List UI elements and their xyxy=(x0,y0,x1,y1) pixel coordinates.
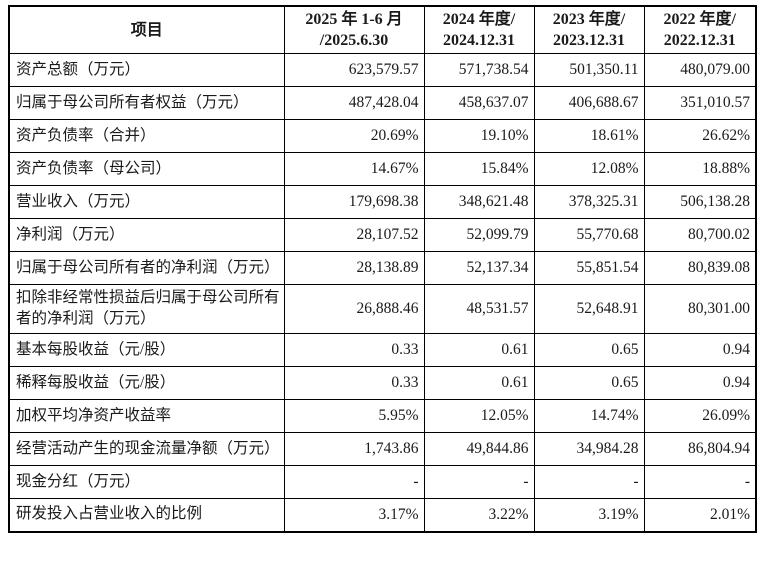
row-label: 现金分红（万元） xyxy=(8,465,285,500)
cell-value: 26.62% xyxy=(643,119,757,154)
row-label: 扣除非经常性损益后归属于母公司所有者的净利润（万元） xyxy=(8,284,285,335)
cell-value: 3.19% xyxy=(533,498,645,533)
cell-value: 0.61 xyxy=(423,366,535,401)
cell-value: 80,301.00 xyxy=(643,284,757,335)
cell-value: 0.94 xyxy=(643,366,757,401)
row-label: 基本每股收益（元/股） xyxy=(8,333,285,368)
table-row: 稀释每股收益（元/股） 0.33 0.61 0.65 0.94 xyxy=(8,366,757,401)
row-label: 归属于母公司所有者的净利润（万元） xyxy=(8,251,285,286)
row-label: 研发投入占营业收入的比例 xyxy=(8,498,285,533)
cell-value: 26,888.46 xyxy=(283,284,425,335)
cell-value: 20.69% xyxy=(283,119,425,154)
table-row: 资产负债率（母公司） 14.67% 15.84% 12.08% 18.88% xyxy=(8,152,757,187)
cell-value: 501,350.11 xyxy=(533,53,645,88)
cell-value: 351,010.57 xyxy=(643,86,757,121)
cell-value: 55,770.68 xyxy=(533,218,645,253)
cell-value: 86,804.94 xyxy=(643,432,757,467)
cell-value: 52,099.79 xyxy=(423,218,535,253)
table-row: 净利润（万元） 28,107.52 52,099.79 55,770.68 80,700… xyxy=(8,218,757,253)
row-label: 稀释每股收益（元/股） xyxy=(8,366,285,401)
cell-value: - xyxy=(283,465,425,500)
cell-value: 55,851.54 xyxy=(533,251,645,286)
cell-value: 26.09% xyxy=(643,399,757,434)
cell-value: 14.74% xyxy=(533,399,645,434)
cell-value: 28,138.89 xyxy=(283,251,425,286)
cell-value: 34,984.28 xyxy=(533,432,645,467)
cell-value: 1,743.86 xyxy=(283,432,425,467)
table-body: 资产总额（万元） 623,579.57 571,738.54 501,350.11 48… xyxy=(8,53,757,533)
cell-value: - xyxy=(643,465,757,500)
cell-value: 487,428.04 xyxy=(283,86,425,121)
cell-value: 80,700.02 xyxy=(643,218,757,253)
row-label: 加权平均净资产收益率 xyxy=(8,399,285,434)
header-period-column: 2024 年度/ 2024.12.31 xyxy=(423,5,535,55)
cell-value: 18.88% xyxy=(643,152,757,187)
table-row: 营业收入（万元） 179,698.38 348,621.48 378,325.31 50… xyxy=(8,185,757,220)
header-item-column: 项目 xyxy=(8,5,285,55)
header-period-column: 2022 年度/ 2022.12.31 xyxy=(643,5,757,55)
header-period-column: 2023 年度/ 2023.12.31 xyxy=(533,5,645,55)
table-row: 资产负债率（合并） 20.69% 19.10% 18.61% 26.62% xyxy=(8,119,757,154)
cell-value: 28,107.52 xyxy=(283,218,425,253)
cell-value: 52,137.34 xyxy=(423,251,535,286)
cell-value: 458,637.07 xyxy=(423,86,535,121)
cell-value: 0.33 xyxy=(283,366,425,401)
table-row: 研发投入占营业收入的比例 3.17% 3.22% 3.19% 2.01% xyxy=(8,498,757,533)
row-label: 经营活动产生的现金流量净额（万元） xyxy=(8,432,285,467)
row-label: 资产总额（万元） xyxy=(8,53,285,88)
table-row: 现金分红（万元） - - - - xyxy=(8,465,757,500)
header-row: 项目 2025 年 1-6 月 /2025.6.30 2024 年度/ 2024.1… xyxy=(8,5,757,55)
cell-value: 15.84% xyxy=(423,152,535,187)
table-header: 项目 2025 年 1-6 月 /2025.6.30 2024 年度/ 2024.1… xyxy=(8,5,757,55)
table-row: 经营活动产生的现金流量净额（万元） 1,743.86 49,844.86 34,984… xyxy=(8,432,757,467)
row-label: 资产负债率（合并） xyxy=(8,119,285,154)
cell-value: 5.95% xyxy=(283,399,425,434)
table-row: 扣除非经常性损益后归属于母公司所有者的净利润（万元） 26,888.46 48,53… xyxy=(8,284,757,335)
cell-value: 49,844.86 xyxy=(423,432,535,467)
cell-value: 48,531.57 xyxy=(423,284,535,335)
cell-value: 52,648.91 xyxy=(533,284,645,335)
cell-value: 0.65 xyxy=(533,366,645,401)
cell-value: 0.33 xyxy=(283,333,425,368)
cell-value: 12.05% xyxy=(423,399,535,434)
cell-value: 571,738.54 xyxy=(423,53,535,88)
cell-value: 18.61% xyxy=(533,119,645,154)
cell-value: 0.94 xyxy=(643,333,757,368)
cell-value: 14.67% xyxy=(283,152,425,187)
cell-value: 12.08% xyxy=(533,152,645,187)
row-label: 营业收入（万元） xyxy=(8,185,285,220)
cell-value: 406,688.67 xyxy=(533,86,645,121)
cell-value: 2.01% xyxy=(643,498,757,533)
table-row: 资产总额（万元） 623,579.57 571,738.54 501,350.11 48… xyxy=(8,53,757,88)
cell-value: - xyxy=(423,465,535,500)
cell-value: 0.65 xyxy=(533,333,645,368)
cell-value: 3.22% xyxy=(423,498,535,533)
row-label: 归属于母公司所有者权益（万元） xyxy=(8,86,285,121)
cell-value: 480,079.00 xyxy=(643,53,757,88)
cell-value: 378,325.31 xyxy=(533,185,645,220)
cell-value: 3.17% xyxy=(283,498,425,533)
cell-value: 623,579.57 xyxy=(283,53,425,88)
table-row: 基本每股收益（元/股） 0.33 0.61 0.65 0.94 xyxy=(8,333,757,368)
cell-value: 506,138.28 xyxy=(643,185,757,220)
row-label: 资产负债率（母公司） xyxy=(8,152,285,187)
table-row: 归属于母公司所有者的净利润（万元） 28,138.89 52,137.34 55,85… xyxy=(8,251,757,286)
cell-value: - xyxy=(533,465,645,500)
table-row: 加权平均净资产收益率 5.95% 12.05% 14.74% 26.09% xyxy=(8,399,757,434)
cell-value: 80,839.08 xyxy=(643,251,757,286)
financial-summary-page: 项目 2025 年 1-6 月 /2025.6.30 2024 年度/ 2024.1… xyxy=(8,5,757,533)
cell-value: 0.61 xyxy=(423,333,535,368)
header-period-column: 2025 年 1-6 月 /2025.6.30 xyxy=(283,5,425,55)
financial-summary-table: 项目 2025 年 1-6 月 /2025.6.30 2024 年度/ 2024.1… xyxy=(8,5,757,533)
cell-value: 179,698.38 xyxy=(283,185,425,220)
cell-value: 348,621.48 xyxy=(423,185,535,220)
row-label: 净利润（万元） xyxy=(8,218,285,253)
cell-value: 19.10% xyxy=(423,119,535,154)
table-row: 归属于母公司所有者权益（万元） 487,428.04 458,637.07 406,6… xyxy=(8,86,757,121)
